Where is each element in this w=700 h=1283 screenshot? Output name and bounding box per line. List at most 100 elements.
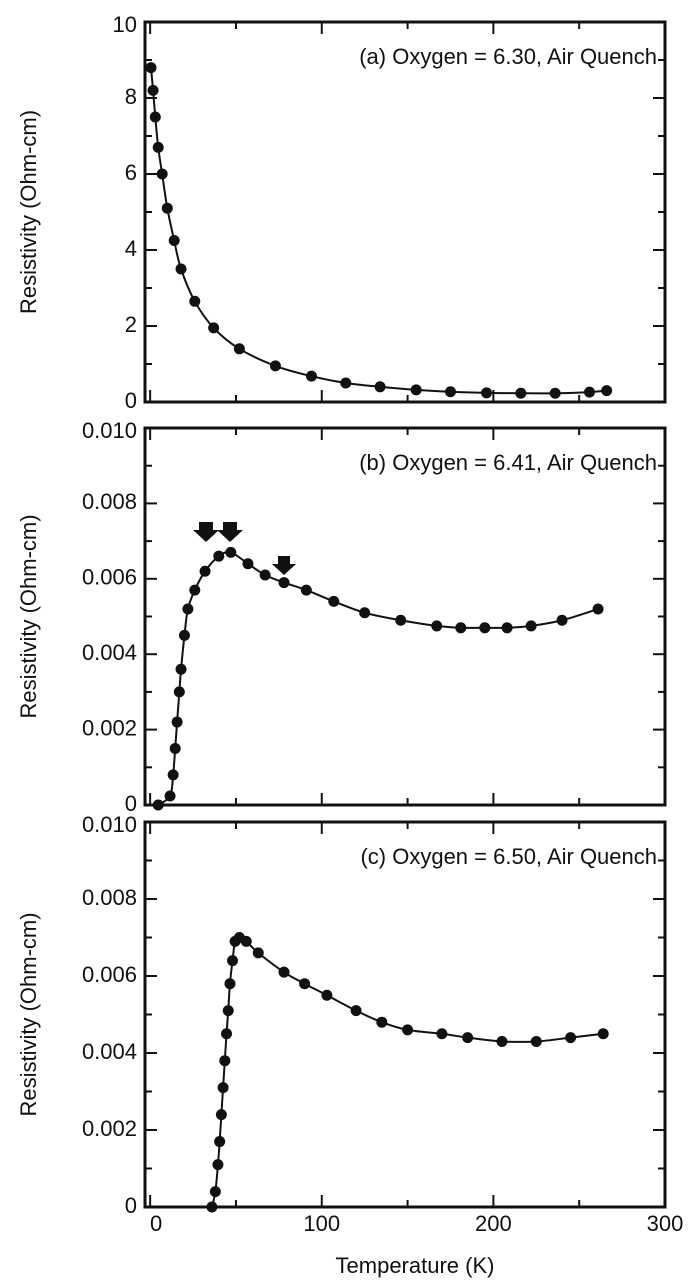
arrow (272, 556, 296, 575)
data-point (240, 935, 252, 947)
y-tick-label: 6 (125, 160, 137, 185)
data-point (212, 1159, 224, 1171)
data-point (583, 386, 595, 398)
data-point (444, 386, 456, 398)
data-point (252, 947, 264, 959)
data-point (455, 622, 467, 634)
y-tick-label: 0 (125, 791, 137, 816)
data-point (152, 141, 164, 153)
data-point (222, 1005, 234, 1017)
plot-frame (143, 820, 667, 1209)
data-point (161, 202, 173, 214)
data-point (395, 614, 407, 626)
data-point (224, 978, 236, 990)
data-point (515, 387, 527, 399)
data-point (169, 742, 181, 754)
y-tick-label: 0.004 (82, 640, 137, 665)
data-point (167, 769, 179, 781)
y-tick-label: 0.010 (82, 812, 137, 837)
data-point (479, 622, 491, 634)
y-axis-label: Resistivity (Ohm-cm) (16, 514, 41, 718)
data-point (601, 385, 613, 397)
data-point (496, 1035, 508, 1047)
data-point (199, 565, 211, 577)
data-point (300, 584, 312, 596)
panel-title: (b) Oxygen = 6.41, Air Quench (359, 450, 657, 475)
data-point (597, 1028, 609, 1040)
data-point (156, 168, 168, 180)
data-point (209, 1186, 221, 1198)
data-point (215, 1109, 227, 1121)
data-point (565, 1032, 577, 1044)
data-point (213, 550, 225, 562)
data-point (259, 569, 271, 581)
data-point (481, 387, 493, 399)
data-point (410, 384, 422, 396)
y-tick-label: 4 (125, 236, 137, 261)
data-point (214, 1136, 226, 1148)
data-point (376, 1016, 388, 1028)
plot-frame (143, 426, 667, 807)
y-tick-label: 0.010 (82, 418, 137, 443)
data-point (525, 620, 537, 632)
data-point (219, 1055, 231, 1067)
data-point (225, 546, 237, 558)
data-point (189, 584, 201, 596)
x-tick-label: 100 (303, 1211, 340, 1236)
data-point (168, 235, 180, 246)
data-point (152, 799, 164, 811)
data-point (328, 595, 340, 607)
panel-title: (a) Oxygen = 6.30, Air Quench (359, 44, 657, 69)
y-tick-label: 0 (125, 1193, 137, 1218)
data-point (549, 387, 561, 399)
data-point (269, 360, 281, 372)
y-tick-label: 10 (113, 12, 137, 37)
data-point (221, 1028, 233, 1040)
data-point (374, 381, 386, 393)
data-point (206, 1201, 218, 1213)
data-point (145, 62, 157, 74)
y-axis-label: Resistivity (Ohm-cm) (16, 912, 41, 1116)
data-point (173, 686, 185, 698)
data-point (189, 295, 201, 307)
data-point (431, 620, 443, 632)
x-tick-label: 300 (647, 1211, 684, 1236)
curve (150, 67, 607, 395)
data-point (175, 663, 187, 675)
x-tick-label: 200 (475, 1211, 512, 1236)
data-point (556, 614, 568, 626)
data-point (359, 607, 371, 619)
data-point (233, 343, 245, 355)
y-tick-label: 0.006 (82, 962, 137, 987)
curve (210, 936, 604, 1208)
feature-arrows (193, 522, 296, 575)
y-tick-label: 0.008 (82, 885, 137, 910)
arrow (193, 522, 219, 542)
data-point (164, 790, 176, 802)
x-tick-label: 0 (150, 1211, 162, 1236)
y-tick-label: 8 (125, 84, 137, 109)
data-point (278, 966, 290, 978)
data-point (462, 1032, 474, 1044)
plot-frame (143, 20, 667, 404)
arrow (217, 522, 243, 542)
data-point (350, 1005, 362, 1017)
y-tick-label: 0.002 (82, 715, 137, 740)
data-point (436, 1028, 448, 1040)
data-point (217, 1082, 229, 1094)
data-point (402, 1024, 414, 1036)
y-tick-label: 0.004 (82, 1039, 137, 1064)
data-point (242, 558, 254, 570)
y-tick-label: 0 (125, 388, 137, 413)
data-point (147, 84, 159, 96)
x-axis-label: Temperature (K) (336, 1253, 495, 1278)
curve (157, 551, 599, 806)
y-tick-label: 0.006 (82, 565, 137, 590)
y-tick-label: 0.008 (82, 489, 137, 514)
data-point (340, 377, 352, 389)
data-point (501, 622, 513, 634)
data-point (208, 322, 220, 334)
data-point (530, 1035, 542, 1047)
data-point (278, 577, 290, 589)
